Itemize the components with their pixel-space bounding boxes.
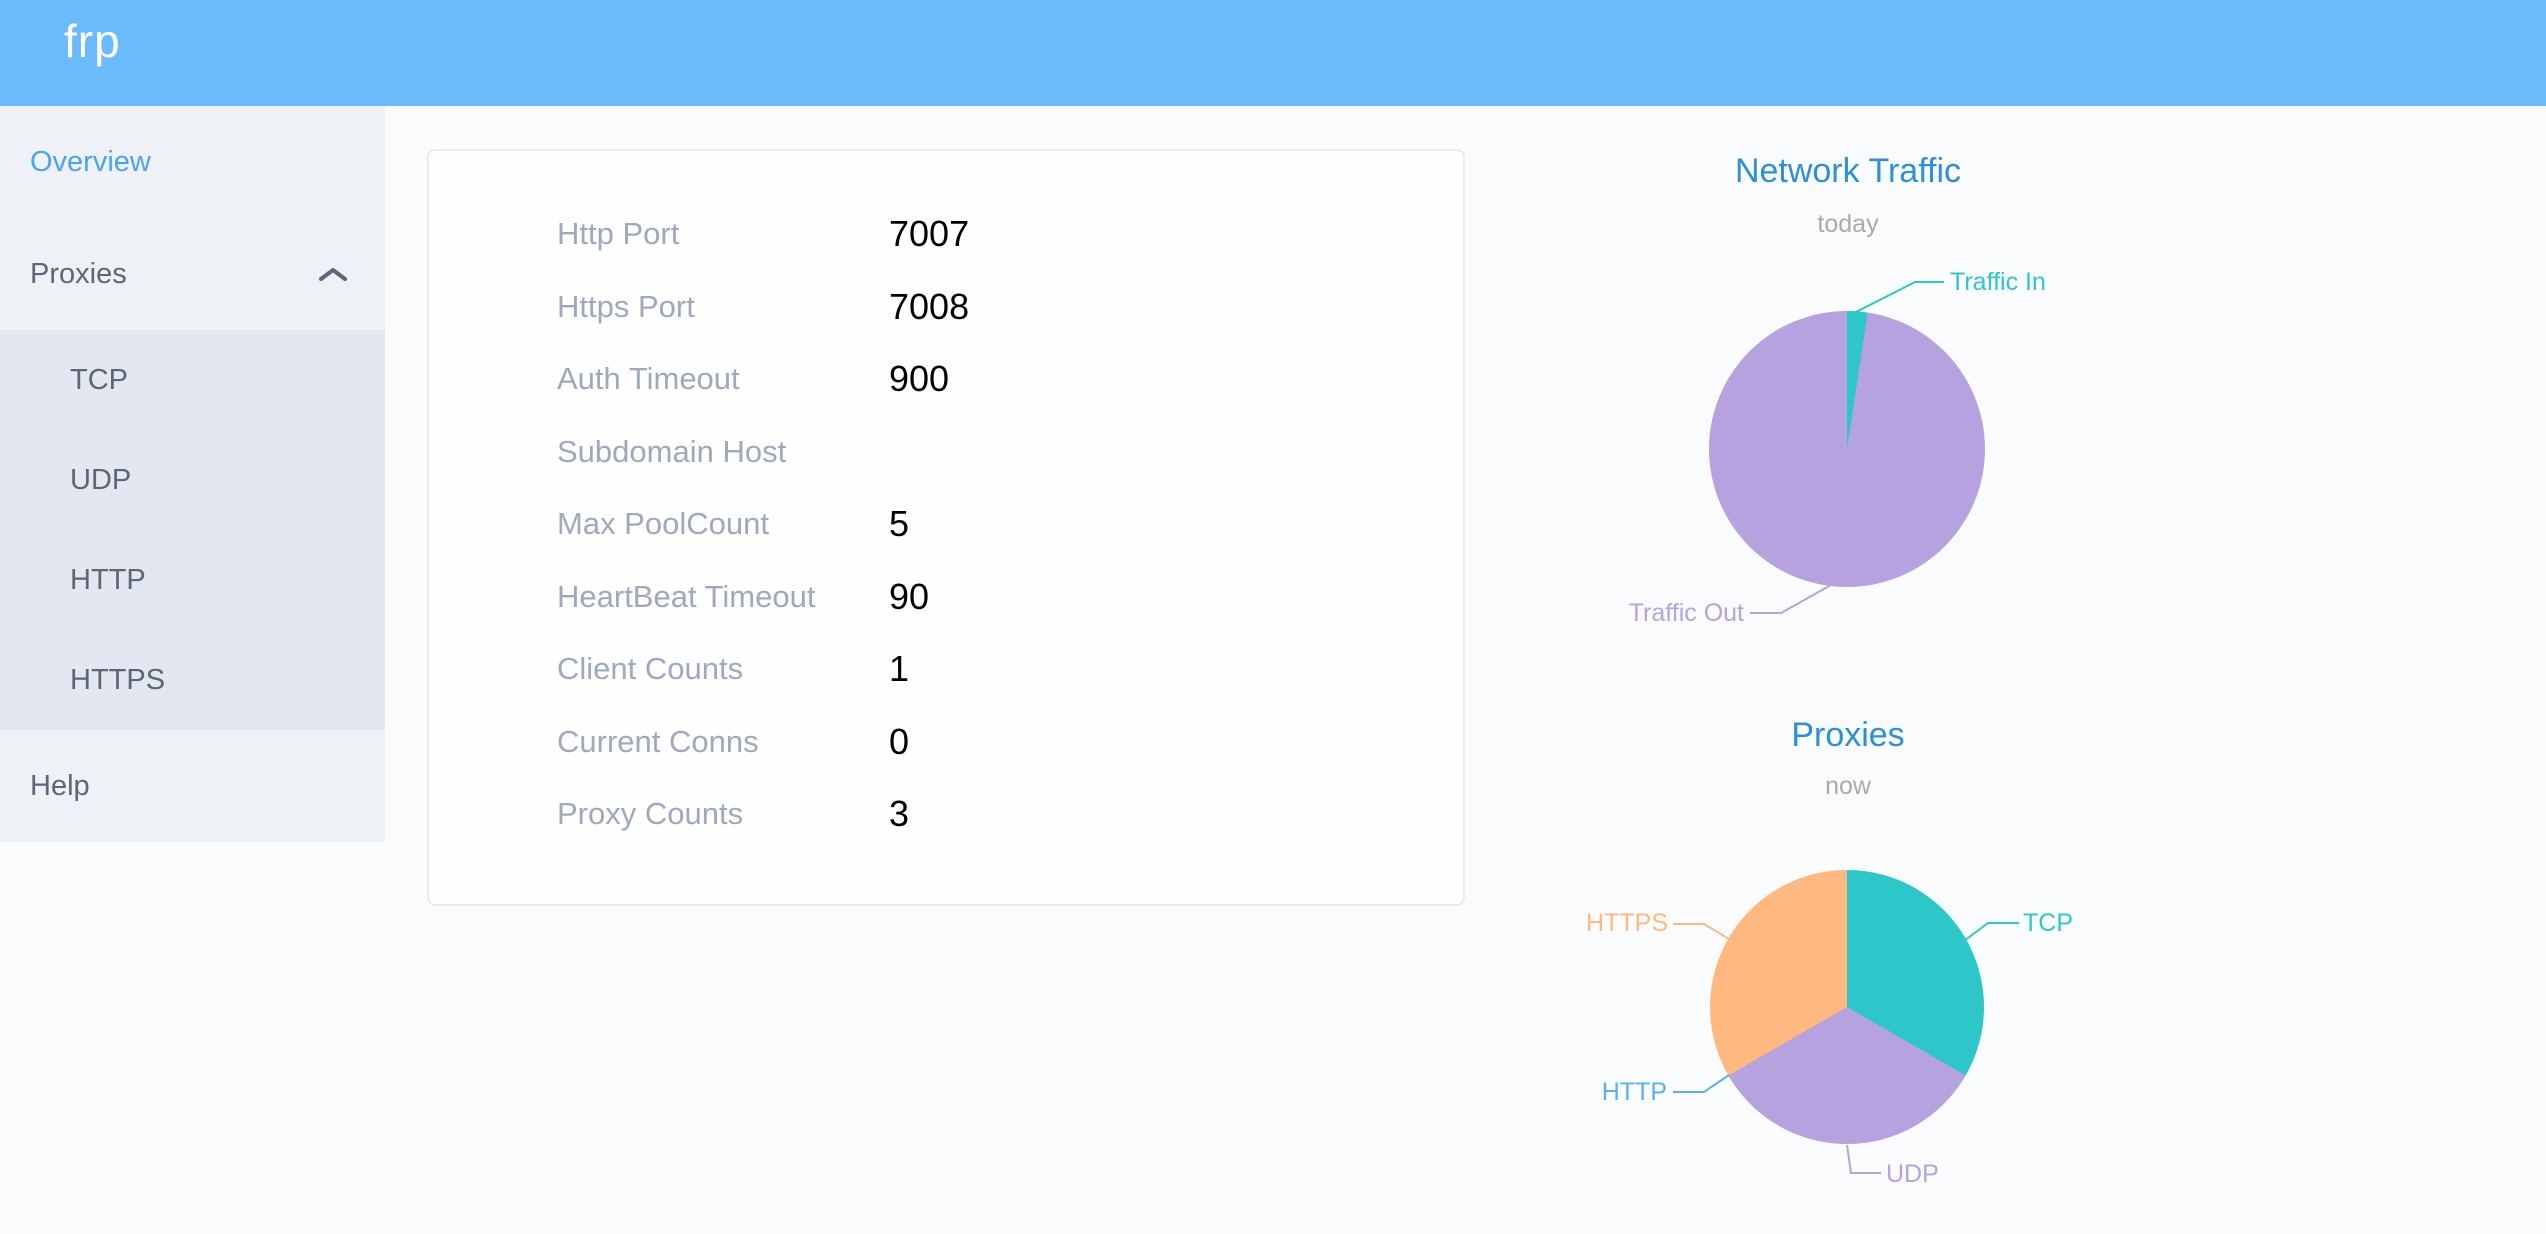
config-value: 7008	[889, 285, 970, 327]
config-label: Http Port	[557, 216, 680, 252]
sidebar-submenu-proxies: TCP UDP HTTP HTTPS	[0, 330, 385, 730]
network-traffic-title: Network Traffic	[1734, 152, 1962, 190]
http-slice-label: HTTP	[1601, 1078, 1667, 1106]
sidebar-item-proxies-label: Proxies	[30, 257, 127, 290]
https-leader	[1673, 923, 1730, 940]
sidebar-item-https[interactable]: HTTPS	[0, 630, 385, 730]
traffic-in-label: Traffic In	[1950, 268, 2046, 296]
sidebar-item-help-label: Help	[30, 769, 90, 802]
config-value: 0	[889, 720, 910, 762]
sidebar-item-http[interactable]: HTTP	[0, 530, 385, 630]
chevron-up-icon	[319, 268, 347, 281]
config-row: Http Port 7007	[429, 198, 1463, 271]
config-label: Auth Timeout	[557, 361, 740, 397]
sidebar-item-overview[interactable]: Overview	[0, 106, 385, 218]
config-row: Client Counts 1	[429, 633, 1463, 706]
config-value: 5	[889, 503, 910, 545]
sidebar-item-udp[interactable]: UDP	[0, 430, 385, 530]
config-label: Client Counts	[557, 651, 744, 687]
app-header: frp	[0, 0, 2546, 106]
config-row: Auth Timeout 900	[429, 343, 1463, 416]
config-label: Subdomain Host	[557, 433, 787, 469]
sidebar-item-udp-label: UDP	[70, 463, 132, 496]
proxies-chart-title: Proxies	[1791, 716, 1905, 754]
config-value: 1	[889, 648, 910, 690]
sidebar-item-overview-label: Overview	[30, 145, 151, 178]
udp-slice-label: UDP	[1886, 1160, 1939, 1188]
http-leader	[1673, 1074, 1730, 1093]
sidebar-item-tcp[interactable]: TCP	[0, 330, 385, 430]
config-row: Max PoolCount 5	[429, 488, 1463, 561]
config-value: 900	[889, 358, 950, 400]
network-traffic-pie[interactable]	[1709, 311, 1985, 587]
udp-leader	[1846, 1144, 1881, 1174]
app-logo: frp	[64, 15, 121, 67]
sidebar-item-https-label: HTTPS	[70, 663, 166, 696]
traffic-out-label: Traffic Out	[1628, 599, 1744, 627]
sidebar-item-tcp-label: TCP	[70, 363, 128, 396]
proxies-pie[interactable]	[1710, 870, 1984, 1144]
sidebar-item-proxies[interactable]: Proxies	[0, 218, 385, 330]
traffic-out-leader	[1750, 584, 1832, 614]
config-label: Max PoolCount	[557, 506, 769, 542]
proxies-chart-subtitle: now	[1825, 772, 1871, 800]
config-row: Subdomain Host	[429, 416, 1463, 489]
config-value: 3	[889, 793, 910, 835]
config-label: Https Port	[557, 288, 695, 324]
config-row: Proxy Counts 3	[429, 778, 1463, 851]
config-row: Https Port 7008	[429, 271, 1463, 344]
server-config-card: Http Port 7007 Https Port 7008 Auth Timeou…	[427, 149, 1465, 906]
sidebar-item-http-label: HTTP	[70, 563, 146, 596]
network-traffic-subtitle: today	[1817, 210, 1879, 238]
config-value: 90	[889, 575, 930, 617]
config-label: Current Conns	[557, 723, 759, 759]
config-row: Current Conns 0	[429, 706, 1463, 779]
https-slice-label: HTTPS	[1586, 909, 1668, 937]
traffic-in-leader	[1855, 281, 1944, 313]
config-label: HeartBeat Timeout	[557, 578, 816, 614]
tcp-slice-label: TCP	[2023, 909, 2073, 937]
config-value: 7007	[889, 213, 970, 255]
config-row: HeartBeat Timeout 90	[429, 561, 1463, 634]
tcp-leader	[1963, 922, 2019, 942]
sidebar-item-help[interactable]: Help	[0, 730, 385, 842]
sidebar: Overview Proxies TCP UDP HTTP HTTPS Help	[0, 106, 385, 842]
config-label: Proxy Counts	[557, 796, 744, 832]
